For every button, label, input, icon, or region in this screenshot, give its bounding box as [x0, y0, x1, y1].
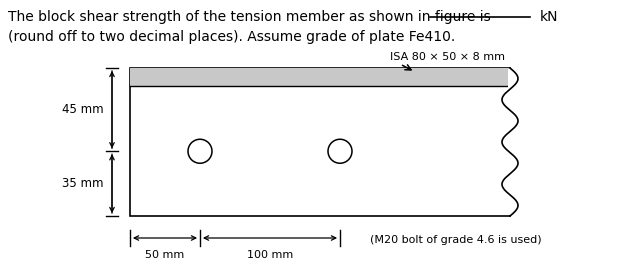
Text: (round off to two decimal places). Assume grade of plate Fe410.: (round off to two decimal places). Assum… [8, 30, 455, 44]
Bar [130, 68, 510, 86]
Circle shape [328, 139, 352, 163]
Text: 45 mm: 45 mm [62, 103, 104, 116]
Bar [130, 68, 510, 216]
Bar [508, 69, 512, 215]
Text: ISA 80 × 50 × 8 mm: ISA 80 × 50 × 8 mm [390, 52, 505, 62]
Text: 35 mm: 35 mm [62, 177, 104, 190]
Text: 50 mm: 50 mm [145, 250, 185, 260]
Text: 100 mm: 100 mm [247, 250, 293, 260]
Text: The block shear strength of the tension member as shown in figure is: The block shear strength of the tension … [8, 10, 491, 24]
Circle shape [188, 139, 212, 163]
Text: (M20 bolt of grade 4.6 is used): (M20 bolt of grade 4.6 is used) [370, 235, 542, 245]
Text: kN: kN [540, 10, 559, 24]
